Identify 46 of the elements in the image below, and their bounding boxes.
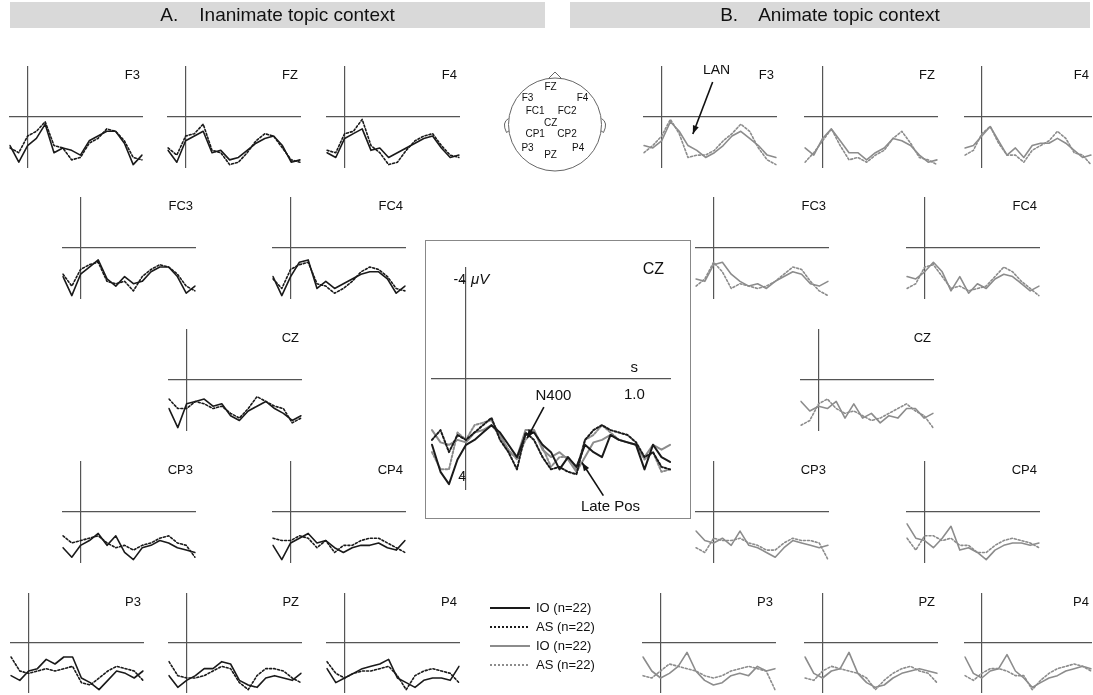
text: F3 (521, 91, 534, 103)
chart-title: PZ (918, 593, 936, 609)
chart-title: CZ (642, 260, 665, 278)
y-axis-title: μV (470, 270, 492, 288)
legend-label: IO (n=22) (536, 638, 592, 653)
chart-title: F4 (1073, 66, 1089, 82)
text: B. Animate topic context (570, 2, 1090, 28)
legend-label: AS (n=22) (536, 657, 595, 672)
chart-title: CZ (281, 329, 300, 345)
chart-title: CP4 (377, 461, 403, 477)
chart-title: FC4 (378, 197, 403, 213)
chart-title: FC3 (801, 197, 826, 213)
chart-title: FZ (919, 66, 936, 82)
chart-title: P3 (125, 593, 141, 609)
text: LAN (702, 60, 731, 77)
chart-title: CZ (913, 329, 932, 345)
legend-label: IO (n=22) (536, 600, 592, 615)
chart-title: PZ (282, 593, 300, 609)
text: A. Inanimate topic context (10, 2, 545, 28)
text: PZ (544, 148, 557, 160)
chart-title: F3 (758, 66, 774, 82)
chart-title: CP4 (1011, 461, 1037, 477)
chart-title: F4 (441, 66, 457, 82)
text: CP2 (557, 127, 577, 139)
text: Late Pos (580, 496, 641, 514)
text: F4 (576, 91, 589, 103)
text: FZ (544, 80, 557, 92)
text: CP1 (525, 127, 545, 139)
chart-title: CP3 (167, 461, 193, 477)
chart-title: P4 (1073, 593, 1089, 609)
text: P4 (571, 141, 585, 153)
chart-title: F3 (124, 66, 140, 82)
x-axis-title: s (630, 357, 639, 375)
annotation: 1.0 (623, 385, 645, 403)
chart-title: P3 (757, 593, 773, 609)
chart-title: FZ (282, 66, 299, 82)
legend-label: AS (n=22) (536, 619, 595, 634)
text: FC2 (557, 104, 577, 116)
chart-title: P4 (441, 593, 457, 609)
annotation: N400 (535, 386, 572, 404)
text: P3 (521, 141, 534, 153)
chart-title: CP3 (800, 461, 826, 477)
chart-title: FC4 (1012, 197, 1037, 213)
text: CZ (543, 116, 558, 128)
text: FC1 (525, 104, 545, 116)
chart-title: FC3 (168, 197, 193, 213)
